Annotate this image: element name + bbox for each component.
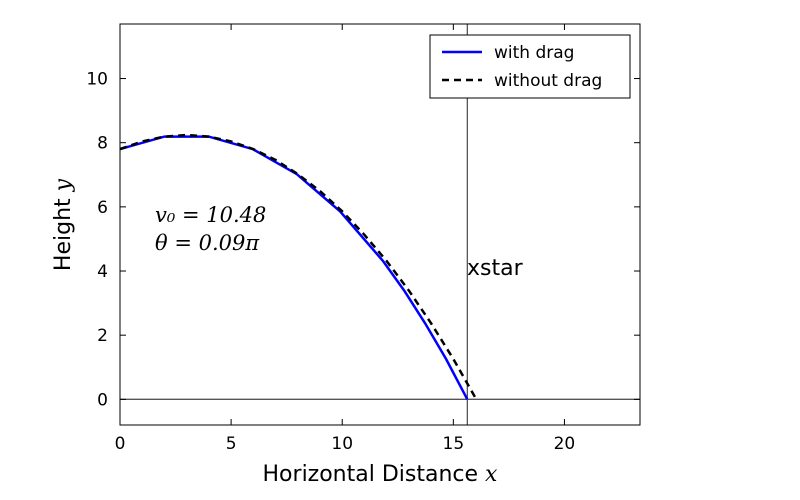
- y-tick-label: 4: [97, 262, 108, 282]
- y-tick-label: 10: [86, 70, 108, 90]
- annotation-v0: v₀ = 10.48: [155, 203, 266, 227]
- x-tick-label: 20: [554, 434, 576, 454]
- x-axis-label: Horizontal Distance x: [263, 462, 499, 487]
- x-tick-label: 5: [226, 434, 237, 454]
- y-tick-label: 0: [97, 390, 108, 410]
- y-axis-label: Height y: [51, 178, 76, 271]
- y-tick-label: 2: [97, 326, 108, 346]
- y-tick-label: 6: [97, 198, 108, 218]
- annotation-theta: θ = 0.09π: [155, 231, 260, 255]
- x-tick-label: 15: [443, 434, 465, 454]
- y-tick-label: 8: [97, 134, 108, 154]
- series-line-with-drag: [119, 135, 469, 400]
- series-line-without-drag: [119, 133, 477, 399]
- annotation-xstar: xstar: [467, 256, 524, 281]
- legend-label-without-drag: without drag: [494, 71, 602, 91]
- x-tick-label: 0: [115, 434, 126, 454]
- plot-frame: [119, 23, 641, 426]
- legend: with drag without drag: [429, 34, 631, 99]
- legend-label-with-drag: with drag: [494, 43, 574, 63]
- x-tick-label: 10: [331, 434, 353, 454]
